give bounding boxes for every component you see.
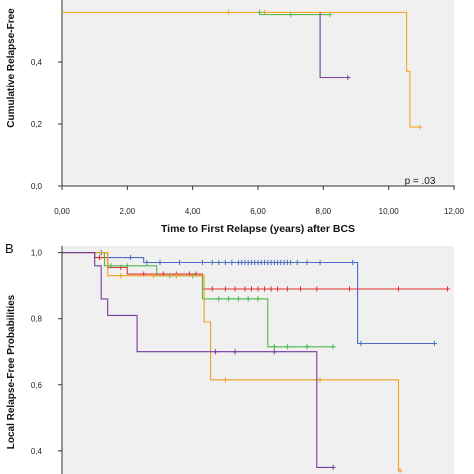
series-2-censor-mark — [444, 286, 451, 292]
series-2-censor-mark — [268, 286, 274, 292]
series-1-censor-mark — [288, 259, 294, 266]
series-4-censor-mark — [317, 377, 323, 383]
series-4-censor-mark — [397, 468, 403, 474]
series-4-censor-mark — [173, 273, 179, 279]
series-4-censor-mark — [222, 377, 228, 383]
series-1-censor-mark — [128, 254, 134, 261]
series-3-censor-mark — [124, 263, 130, 269]
series-2-censor-mark — [284, 286, 290, 292]
panel-a: 0,00 2,00 4,00 6,00 8,00 10,00 12,00 0,0 0,2 0,4… — [6, 0, 465, 235]
series-1-censor-mark — [229, 259, 235, 266]
y-tick-label: 0,0 — [31, 182, 43, 191]
series-2-censor-mark — [232, 286, 238, 292]
series-1-censor-mark — [304, 259, 310, 266]
series-1-censor-mark — [417, 124, 423, 130]
series-2-censor-mark — [288, 11, 294, 18]
series-2-censor-mark — [222, 286, 228, 292]
series-2-censor-mark — [314, 286, 320, 292]
series-5-censor-mark — [232, 349, 238, 355]
series-2-censor-mark — [248, 286, 255, 292]
series-1-censor-mark — [216, 259, 222, 266]
x-tick-label: 6,00 — [250, 207, 266, 216]
y-tick-label: 0,6 — [31, 381, 43, 390]
series-2-censor-mark — [275, 286, 281, 292]
series-2-censor-mark — [242, 286, 248, 292]
panel-a-annotation: p = .03 — [405, 176, 436, 187]
panel-a-plot-area — [62, 0, 454, 186]
series-2-censor-mark — [261, 286, 268, 292]
y-tick-label: 0,4 — [31, 447, 43, 456]
series-4-step-line — [62, 252, 401, 472]
series-2-censor-mark — [297, 286, 304, 292]
series-2-censor-mark — [255, 286, 261, 292]
series-2-censor-mark — [395, 286, 402, 292]
series-3-step-line — [319, 12, 348, 79]
y-tick-label: 0,4 — [31, 58, 43, 67]
panel-b-y-axis-title: Local Relapse-Free Probabilities — [6, 294, 17, 449]
y-tick-label: 1,0 — [31, 249, 43, 258]
series-1-censor-mark — [431, 340, 437, 347]
series-2-censor-mark — [257, 9, 263, 15]
series-1-censor-mark — [177, 259, 183, 266]
series-1-censor-mark — [350, 259, 356, 266]
series-2-censor-mark — [209, 286, 215, 292]
series-3-censor-mark — [345, 74, 351, 81]
series-1-censor-mark — [317, 259, 323, 266]
series-5-censor-mark — [271, 349, 277, 355]
series-3-censor-mark — [284, 344, 290, 350]
y-tick-label: 0,8 — [31, 315, 43, 324]
series-1-censor-mark — [157, 259, 163, 266]
series-3-censor-mark — [245, 296, 251, 302]
series-1-censor-mark — [294, 259, 300, 266]
panel-a-x-axis-title: Time to First Relapse (years) after BCS — [161, 223, 355, 235]
series-4-censor-mark — [150, 273, 157, 279]
series-2-censor-mark — [96, 254, 103, 261]
series-3-censor-mark — [226, 296, 232, 302]
x-tick-label: 0,00 — [54, 207, 70, 216]
panel-b-plot-area — [62, 246, 454, 474]
panel-a-y-ticks: 0,0 0,2 0,4 — [31, 58, 62, 191]
series-1-censor-mark — [199, 259, 206, 266]
panel-b: B 0,4 0,6 0,8 1,0 Local Relapse-Free Probab… — [5, 241, 454, 474]
x-tick-label: 10,00 — [379, 207, 400, 216]
panel-a-y-axis-title: Cumulative Relapse-Free — [6, 8, 17, 128]
series-3-censor-mark — [304, 344, 310, 350]
panel-b-letter: B — [5, 241, 14, 256]
series-2-censor-mark — [346, 286, 353, 292]
series-2-censor-mark — [327, 11, 333, 18]
series-1-censor-mark — [226, 9, 232, 15]
series-1-censor-mark — [222, 259, 228, 266]
x-tick-label: 2,00 — [120, 207, 136, 216]
x-tick-label: 12,00 — [444, 207, 465, 216]
series-1-step-line — [62, 11, 420, 128]
series-5-step-line — [62, 252, 334, 468]
series-3-censor-mark — [235, 296, 241, 302]
series-1-censor-mark — [358, 340, 364, 347]
series-3-censor-mark — [216, 296, 222, 302]
series-3-censor-mark — [255, 296, 261, 302]
panel-b-y-ticks: 0,4 0,6 0,8 1,0 — [31, 249, 62, 456]
panel-a-series — [62, 9, 423, 130]
y-tick-label: 0,2 — [31, 120, 43, 129]
series-4-censor-mark — [118, 273, 124, 279]
series-3-censor-mark — [108, 263, 114, 269]
series-5-censor-mark — [330, 464, 336, 470]
series-1-censor-mark — [209, 259, 215, 266]
series-3-censor-mark — [271, 344, 277, 350]
x-tick-label: 8,00 — [316, 207, 332, 216]
x-tick-label: 4,00 — [185, 207, 201, 216]
panel-b-series — [62, 250, 451, 474]
series-3-censor-mark — [330, 344, 336, 350]
series-1-censor-mark — [144, 259, 150, 266]
panel-a-x-ticks: 0,00 2,00 4,00 6,00 8,00 10,00 12,00 — [54, 186, 465, 216]
series-5-censor-mark — [212, 349, 219, 355]
